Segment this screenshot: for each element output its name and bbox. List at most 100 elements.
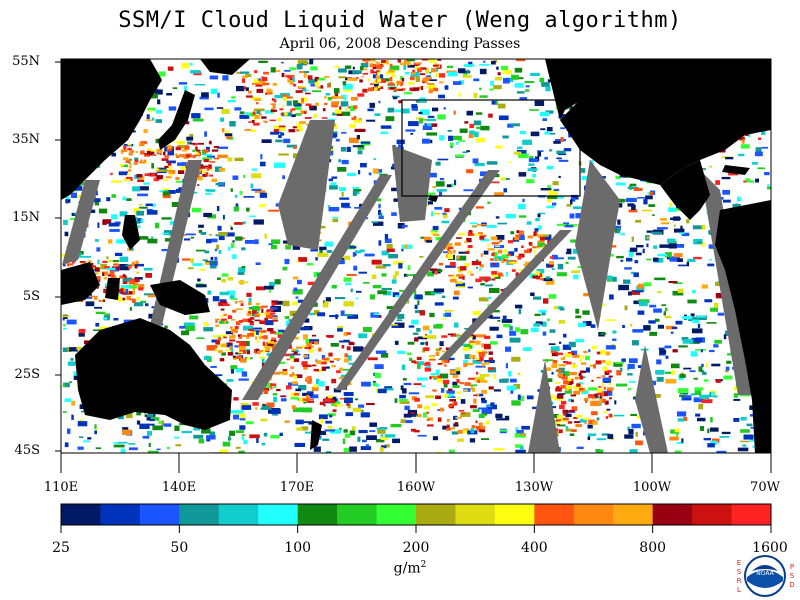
cloud-cell bbox=[326, 396, 337, 403]
cloud-cell bbox=[291, 114, 296, 117]
cloud-cell bbox=[701, 370, 705, 373]
cloud-cell bbox=[351, 117, 356, 120]
cloud-cell bbox=[497, 222, 507, 225]
cloud-cell bbox=[589, 364, 596, 367]
cloud-cell bbox=[317, 312, 326, 317]
cloud-cell bbox=[138, 203, 143, 206]
cloud-cell bbox=[442, 318, 447, 320]
cloud-cell bbox=[113, 318, 119, 321]
cloud-cell bbox=[203, 327, 214, 332]
cloud-cell bbox=[95, 428, 98, 431]
cloud-cell bbox=[326, 250, 332, 253]
cloud-cell bbox=[394, 109, 405, 113]
cloud-cell bbox=[638, 299, 650, 303]
cloud-cell bbox=[403, 413, 412, 418]
cloud-cell bbox=[428, 59, 436, 63]
cloud-cell bbox=[218, 350, 223, 354]
cloud-cell bbox=[271, 302, 275, 307]
cloud-cell bbox=[295, 296, 299, 299]
cloud-cell bbox=[207, 169, 213, 171]
cloud-cell bbox=[197, 152, 201, 157]
cloud-cell bbox=[456, 255, 467, 261]
cloud-cell bbox=[251, 330, 263, 335]
cloud-cell bbox=[234, 107, 242, 111]
cloud-cell bbox=[261, 357, 265, 363]
cloud-cell bbox=[418, 413, 422, 418]
colorbar-swatch bbox=[61, 504, 101, 525]
cloud-cell bbox=[668, 281, 678, 284]
cloud-cell bbox=[443, 383, 448, 388]
cloud-cell bbox=[399, 394, 406, 399]
cloud-cell bbox=[714, 339, 722, 344]
cloud-cell bbox=[379, 79, 386, 83]
cloud-cell bbox=[242, 78, 246, 83]
cloud-cell bbox=[486, 161, 498, 165]
cloud-cell bbox=[374, 364, 384, 369]
cloud-cell bbox=[627, 203, 635, 207]
cloud-cell bbox=[161, 232, 170, 235]
cloud-cell bbox=[668, 207, 677, 212]
cloud-cell bbox=[122, 274, 126, 278]
cloud-cell bbox=[428, 79, 437, 81]
cloud-cell bbox=[190, 70, 201, 74]
cloud-cell bbox=[373, 71, 378, 74]
cloud-cell bbox=[284, 420, 290, 423]
cloud-cell bbox=[70, 192, 77, 198]
colorbar-label: 100 bbox=[284, 540, 312, 556]
colorbar-swatch bbox=[179, 504, 220, 525]
cloud-cell bbox=[674, 450, 681, 453]
cloud-cell bbox=[678, 264, 690, 267]
cloud-cell bbox=[477, 407, 488, 410]
cloud-cell bbox=[413, 383, 422, 386]
cloud-cell bbox=[466, 150, 470, 153]
cloud-cell bbox=[232, 240, 235, 243]
cloud-cell bbox=[439, 347, 442, 350]
cloud-cell bbox=[581, 362, 587, 365]
cloud-cell bbox=[94, 267, 100, 272]
cloud-cell bbox=[136, 174, 143, 178]
cloud-cell bbox=[553, 422, 559, 424]
cloud-cell bbox=[278, 153, 289, 156]
cloud-cell bbox=[246, 350, 251, 355]
colorbar-swatch bbox=[337, 504, 378, 525]
cloud-cell bbox=[425, 361, 431, 364]
cloud-cell bbox=[357, 144, 365, 150]
cloud-cell bbox=[71, 414, 74, 420]
cloud-cell bbox=[412, 87, 420, 91]
cloud-cell bbox=[243, 325, 253, 331]
cloud-cell bbox=[370, 312, 380, 318]
cloud-cell bbox=[262, 341, 266, 346]
cloud-cell bbox=[480, 425, 486, 430]
cloud-cell bbox=[484, 362, 490, 365]
cloud-cell bbox=[418, 86, 422, 90]
cloud-cell bbox=[476, 393, 480, 397]
cloud-cell bbox=[302, 398, 309, 401]
cloud-cell bbox=[423, 51, 425, 55]
cloud-cell bbox=[126, 295, 131, 300]
cloud-cell bbox=[280, 398, 287, 402]
cloud-cell bbox=[675, 320, 683, 325]
cloud-cell bbox=[229, 410, 239, 414]
cloud-cell bbox=[341, 159, 349, 165]
cloud-cell bbox=[380, 436, 389, 440]
cloud-cell bbox=[637, 310, 645, 315]
lat-label: 5S bbox=[22, 289, 40, 304]
cloud-cell bbox=[630, 271, 635, 275]
cloud-cell bbox=[145, 160, 148, 164]
cloud-cell bbox=[518, 203, 526, 210]
cloud-cell bbox=[235, 236, 243, 241]
cloud-cell bbox=[426, 85, 433, 89]
cloud-cell bbox=[537, 234, 544, 238]
cloud-cell bbox=[420, 73, 426, 76]
cloud-cell bbox=[154, 89, 163, 95]
cloud-cell bbox=[403, 65, 407, 70]
cloud-cell bbox=[313, 113, 317, 118]
cloud-cell bbox=[481, 343, 484, 348]
cloud-cell bbox=[565, 413, 572, 417]
cloud-cell bbox=[566, 248, 572, 253]
cloud-cell bbox=[602, 398, 606, 403]
cloud-cell bbox=[374, 113, 381, 116]
cloud-cell bbox=[317, 252, 329, 257]
cloud-cell bbox=[203, 149, 209, 153]
cloud-cell bbox=[127, 143, 132, 146]
